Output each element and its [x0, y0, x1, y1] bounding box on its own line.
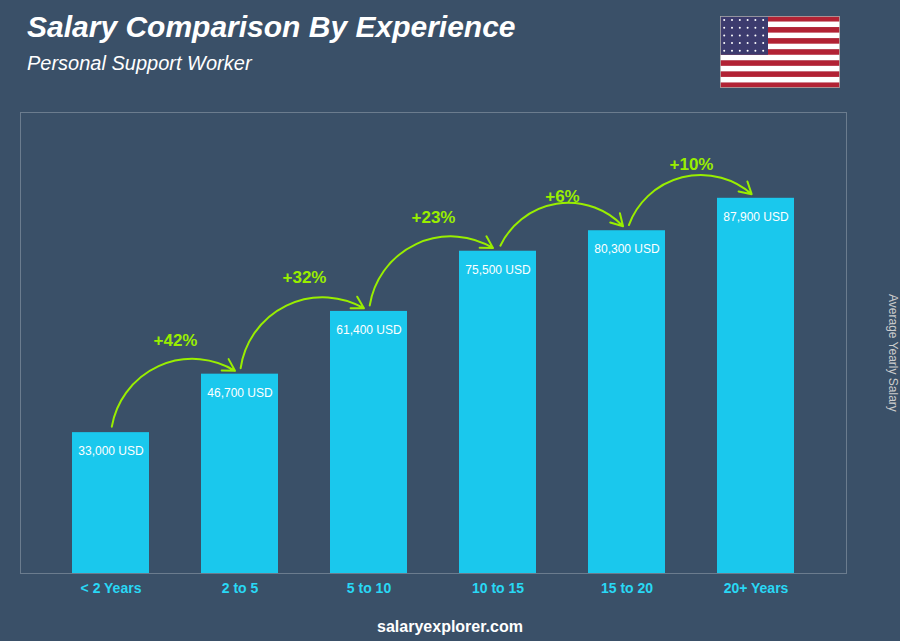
svg-text:75,500 USD: 75,500 USD: [465, 263, 531, 277]
svg-text:+42%: +42%: [153, 331, 197, 350]
svg-text:80,300 USD: 80,300 USD: [594, 242, 660, 256]
svg-text:87,900 USD: 87,900 USD: [723, 210, 789, 224]
svg-text:15 to 20: 15 to 20: [601, 580, 653, 596]
svg-text:< 2 Years: < 2 Years: [81, 580, 142, 596]
svg-text:10 to 15: 10 to 15: [472, 580, 524, 596]
html-text:salaryexplorer.com: salaryexplorer.com: [377, 618, 523, 635]
html-text:Salary Comparison By Experienc: Salary Comparison By Experience: [27, 10, 516, 43]
svg-text:+23%: +23%: [411, 208, 455, 227]
svg-text:2 to 5: 2 to 5: [222, 580, 259, 596]
svg-text:20+ Years: 20+ Years: [724, 580, 789, 596]
svg-text:+32%: +32%: [282, 268, 326, 287]
svg-text:61,400 USD: 61,400 USD: [336, 323, 402, 337]
html-text:Personal Support Worker: Personal Support Worker: [27, 52, 252, 74]
svg-text:46,700 USD: 46,700 USD: [207, 386, 273, 400]
svg-text:+6%: +6%: [545, 187, 580, 206]
svg-text:+10%: +10%: [669, 155, 713, 174]
svg-text:33,000 USD: 33,000 USD: [78, 444, 144, 458]
svg-text:5 to 10: 5 to 10: [347, 580, 392, 596]
html-text:Average Yearly Salary: Average Yearly Salary: [886, 293, 900, 412]
